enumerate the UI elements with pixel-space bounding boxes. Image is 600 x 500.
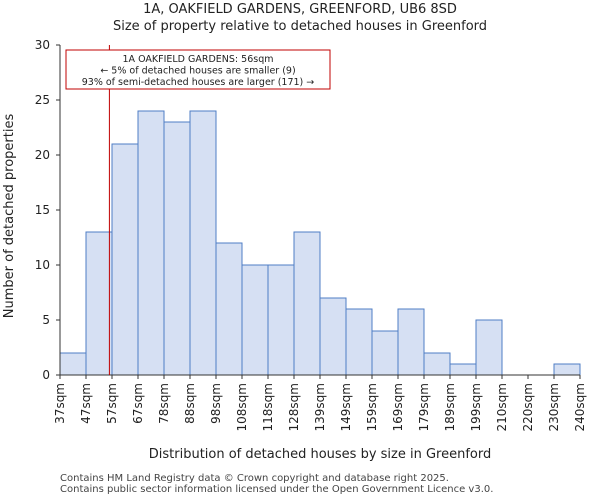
bar-9 bbox=[293, 231, 321, 376]
bar-0 bbox=[59, 352, 87, 376]
y-tick-labels: 0 5 10 15 20 25 30 bbox=[35, 38, 60, 382]
y-tick-label-3: 15 bbox=[35, 203, 50, 217]
annotation-line-1: ← 5% of detached houses are smaller (9) bbox=[100, 66, 295, 77]
x-tick-label-8: 118sqm bbox=[261, 383, 275, 431]
x-tick-labels: 37sqm 47sqm 57sqm 67sqm 78sqm 88sqm 98sqm 108sq… bbox=[53, 375, 587, 431]
x-tick-label-13: 169sqm bbox=[391, 383, 405, 431]
x-tick-label-7: 108sqm bbox=[235, 383, 249, 431]
bar-12 bbox=[371, 330, 399, 376]
y-tick-label-5: 25 bbox=[35, 93, 50, 107]
x-tick-label-6: 98sqm bbox=[209, 383, 223, 424]
x-tick-label-17: 210sqm bbox=[495, 383, 509, 431]
y-tick-label-1: 5 bbox=[42, 313, 50, 327]
footer-line-1: Contains HM Land Registry data © Crown c… bbox=[60, 473, 449, 484]
chart-title: 1A, OAKFIELD GARDENS, GREENFORD, UB6 8SD bbox=[143, 2, 457, 17]
bar-6 bbox=[215, 242, 243, 376]
x-tick-label-9: 128sqm bbox=[287, 383, 301, 431]
bar-4 bbox=[163, 121, 191, 376]
bar-16 bbox=[475, 319, 503, 376]
bar-13 bbox=[397, 308, 425, 376]
bar-15 bbox=[449, 363, 477, 376]
x-tick-label-1: 47sqm bbox=[79, 383, 93, 424]
x-tick-label-10: 139sqm bbox=[313, 383, 327, 431]
annotation-line-2: 93% of semi-detached houses are larger (… bbox=[82, 77, 315, 88]
bar-14 bbox=[423, 352, 451, 376]
annotation-box bbox=[65, 49, 331, 90]
y-axis-label: Number of detached properties bbox=[2, 114, 17, 319]
bar-2 bbox=[111, 143, 139, 376]
bar-8 bbox=[267, 264, 295, 376]
x-tick-label-14: 179sqm bbox=[417, 383, 431, 431]
x-tick-label-12: 159sqm bbox=[365, 383, 379, 431]
x-tick-label-19: 230sqm bbox=[547, 383, 561, 431]
x-tick-label-4: 78sqm bbox=[157, 383, 171, 424]
bar-11 bbox=[345, 308, 373, 376]
annotation-line-0: 1A OAKFIELD GARDENS: 56sqm bbox=[123, 54, 274, 65]
bar-3 bbox=[137, 110, 165, 376]
x-tick-label-16: 199sqm bbox=[469, 383, 483, 431]
x-tick-label-3: 67sqm bbox=[131, 383, 145, 424]
bar-10 bbox=[319, 297, 347, 376]
x-tick-label-0: 37sqm bbox=[53, 383, 67, 424]
y-tick-label-2: 10 bbox=[35, 258, 50, 272]
y-tick-label-0: 0 bbox=[42, 368, 50, 382]
x-tick-label-5: 88sqm bbox=[183, 383, 197, 424]
y-tick-label-4: 20 bbox=[35, 148, 50, 162]
footer-line-2: Contains public sector information licen… bbox=[60, 484, 494, 495]
property-marker: 1A OAKFIELD GARDENS: 56sqm← 5% of detach… bbox=[65, 45, 331, 375]
bar-7 bbox=[241, 264, 269, 376]
x-tick-label-18: 220sqm bbox=[521, 383, 535, 431]
bar-5 bbox=[189, 110, 217, 376]
bar-19 bbox=[553, 363, 581, 376]
x-axis-label: Distribution of detached houses by size … bbox=[149, 447, 492, 462]
chart-subtitle: Size of property relative to detached ho… bbox=[112, 19, 488, 34]
bar-1 bbox=[85, 231, 113, 376]
bars-group bbox=[59, 110, 581, 376]
x-tick-label-15: 189sqm bbox=[443, 383, 457, 431]
x-tick-label-11: 149sqm bbox=[339, 383, 353, 431]
x-tick-label-2: 57sqm bbox=[105, 383, 119, 424]
y-tick-label-6: 30 bbox=[35, 38, 50, 52]
x-tick-label-20: 240sqm bbox=[573, 383, 587, 431]
